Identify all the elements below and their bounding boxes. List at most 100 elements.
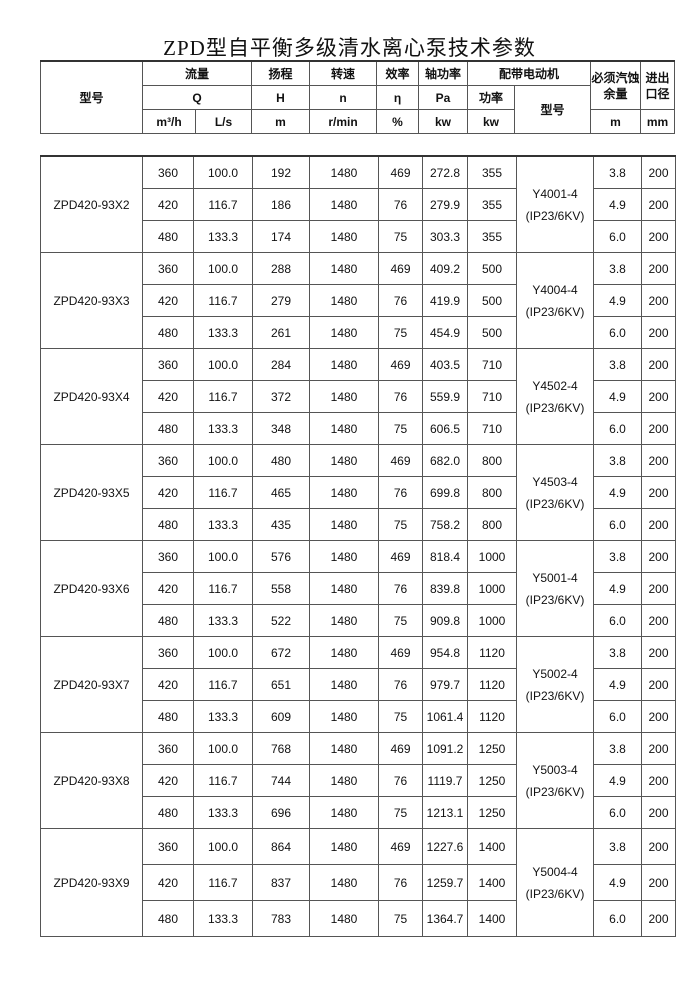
flow-m3h-cell: 420	[142, 380, 194, 413]
head-cell: 522	[252, 604, 310, 637]
motor-power-unit: kw	[467, 109, 515, 134]
head-cell: 480	[252, 444, 310, 477]
flow-ls-cell: 100.0	[193, 540, 253, 573]
col-model: 型号	[40, 60, 143, 134]
efficiency-cell: 75	[378, 220, 423, 253]
speed-cell: 1480	[309, 444, 379, 477]
motor-power-cell: 500	[467, 284, 517, 317]
flow-m3h-cell: 480	[142, 316, 194, 349]
motor-power-cell: 355	[467, 155, 517, 189]
shaft-power-cell: 1119.7	[422, 764, 468, 797]
table-row: 480 133.3 696 1480 75 1213.1 1250 6.0 200	[41, 796, 676, 829]
shaft-power-cell: 272.8	[422, 155, 468, 189]
shaft-power-cell: 758.2	[422, 508, 468, 541]
model-cell: ZPD420-93X9	[40, 828, 143, 937]
flow-ls-cell: 133.3	[193, 604, 253, 637]
shaft-power-cell: 839.8	[422, 572, 468, 605]
head-cell: 576	[252, 540, 310, 573]
head-symbol: H	[251, 85, 310, 110]
speed-cell: 1480	[309, 700, 379, 733]
motor-model: Y4001-4	[532, 186, 578, 201]
diameter-cell: 200	[641, 348, 676, 381]
flow-m3h-cell: 420	[142, 764, 194, 797]
head-cell: 744	[252, 764, 310, 797]
npsh-cell: 3.8	[593, 155, 642, 189]
speed-cell: 1480	[309, 508, 379, 541]
motor-power-cell: 500	[467, 252, 517, 285]
shaft-power-cell: 1364.7	[422, 900, 468, 937]
flow-ls-cell: 116.7	[193, 284, 253, 317]
efficiency-cell: 469	[378, 348, 423, 381]
flow-ls-cell: 133.3	[193, 900, 253, 937]
efficiency-cell: 469	[378, 636, 423, 669]
speed-cell: 1480	[309, 572, 379, 605]
table-row: 420 116.7 465 1480 76 699.8 800 4.9 200	[41, 476, 676, 509]
motor-power-cell: 1000	[467, 604, 517, 637]
head-cell: 696	[252, 796, 310, 829]
head-cell: 186	[252, 188, 310, 221]
motor-model: Y4503-4	[532, 474, 578, 489]
efficiency-cell: 469	[378, 444, 423, 477]
model-cell: ZPD420-93X3	[40, 252, 143, 349]
diameter-cell: 200	[641, 572, 676, 605]
npsh-cell: 3.8	[593, 540, 642, 573]
motor-model: Y4502-4	[532, 378, 578, 393]
diameter-cell: 200	[641, 476, 676, 509]
head-cell: 465	[252, 476, 310, 509]
shaft-power-cell: 606.5	[422, 412, 468, 445]
diameter-cell: 200	[641, 540, 676, 573]
col-npsh: 必须汽蚀余量	[590, 60, 641, 110]
speed-cell: 1480	[309, 155, 379, 189]
flow-m3h-cell: 480	[142, 412, 194, 445]
speed-cell: 1480	[309, 668, 379, 701]
speed-cell: 1480	[309, 316, 379, 349]
npsh-cell: 6.0	[593, 796, 642, 829]
model-cell: ZPD420-93X7	[40, 636, 143, 733]
speed-cell: 1480	[309, 252, 379, 285]
motor-power-cell: 710	[467, 380, 517, 413]
shaft-power-cell: 954.8	[422, 636, 468, 669]
efficiency-cell: 75	[378, 508, 423, 541]
shaft-symbol: Pa	[418, 85, 468, 110]
motor-model: Y5004-4	[532, 864, 578, 879]
page-title: ZPD型自平衡多级清水离心泵技术参数	[163, 36, 536, 60]
diameter-cell: 200	[641, 380, 676, 413]
table-row: 420 116.7 651 1480 76 979.7 1120 4.9 200	[41, 668, 676, 701]
flow-m3h-cell: 360	[142, 444, 194, 477]
flow-m3h-cell: 480	[142, 796, 194, 829]
motor-power-cell: 800	[467, 508, 517, 541]
motor-power-cell: 1250	[467, 732, 517, 765]
shaft-power-cell: 303.3	[422, 220, 468, 253]
head-cell: 435	[252, 508, 310, 541]
table-row: 480 133.3 261 1480 75 454.9 500 6.0 200	[41, 316, 676, 349]
head-cell: 864	[252, 828, 310, 865]
efficiency-cell: 469	[378, 252, 423, 285]
motor-model-cell: Y4004-4 (IP23/6KV)	[516, 252, 594, 349]
table-row: 420 116.7 744 1480 76 1119.7 1250 4.9 200	[41, 764, 676, 797]
shaft-power-cell: 699.8	[422, 476, 468, 509]
head-cell: 288	[252, 252, 310, 285]
speed-cell: 1480	[309, 796, 379, 829]
motor-spec: (IP23/6KV)	[525, 496, 585, 511]
npsh-cell: 4.9	[593, 572, 642, 605]
npsh-cell: 4.9	[593, 380, 642, 413]
diameter-cell: 200	[641, 316, 676, 349]
shaft-power-cell: 409.2	[422, 252, 468, 285]
motor-power-cell: 1120	[467, 668, 517, 701]
shaft-unit: kw	[418, 109, 468, 134]
data-table: ZPD420-93X2 360 100.0 192 1480 469 272.8 355 Y40…	[40, 155, 676, 937]
flow-ls-cell: 116.7	[193, 572, 253, 605]
table-row: ZPD420-93X9 360 100.0 864 1480 469 1227.6 1400 Y…	[40, 828, 676, 937]
motor-power-cell: 355	[467, 188, 517, 221]
diameter-cell: 200	[641, 284, 676, 317]
head-cell: 372	[252, 380, 310, 413]
head-cell: 783	[252, 900, 310, 937]
motor-model-cell: Y5003-4 (IP23/6KV)	[516, 732, 594, 829]
efficiency-cell: 469	[378, 828, 423, 865]
diameter-cell: 200	[641, 764, 676, 797]
efficiency-cell: 75	[378, 900, 423, 937]
speed-cell: 1480	[309, 284, 379, 317]
motor-power-cell: 710	[467, 348, 517, 381]
motor-spec: (IP23/6KV)	[525, 886, 585, 901]
table-row: ZPD420-93X5 360 100.0 480 1480 469 682.0 800 Y45…	[40, 444, 676, 541]
